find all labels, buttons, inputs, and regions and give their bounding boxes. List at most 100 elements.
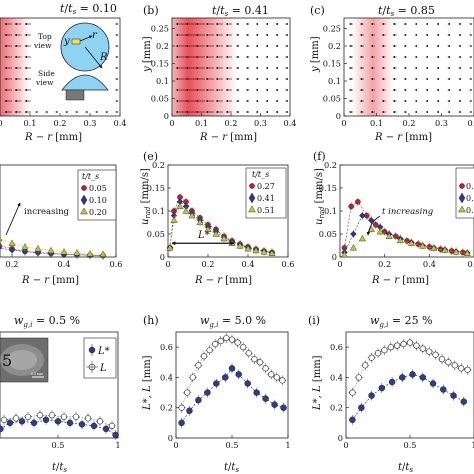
data-point-lstar	[409, 371, 416, 378]
y-tick-label: 0.4	[330, 372, 343, 382]
panel-f-annotation: t increasing	[382, 207, 434, 217]
data-point-l	[251, 356, 258, 363]
data-point-lstar	[358, 404, 365, 411]
data-point	[350, 230, 357, 238]
panel-a-arrows	[4, 22, 118, 114]
y-tick-label: 0.15	[147, 183, 165, 193]
data-point-l	[381, 347, 388, 354]
panel-c-yticks: 0 0.05 0.1 0.15 0.2 0.25	[323, 24, 347, 121]
panel-f-xlabel: R − r [mm]	[371, 275, 429, 286]
legend-e-marker-1	[249, 183, 255, 189]
data-point	[348, 203, 354, 210]
data-point-l	[195, 362, 202, 369]
data-point-l	[394, 342, 401, 349]
data-point	[252, 246, 260, 254]
window-marker	[71, 38, 81, 45]
panel-a: t/ts = 0.10 r R y Top view Side view 0 0.…	[0, 2, 127, 143]
data-point-l	[400, 341, 407, 348]
data-point-lstar	[419, 374, 427, 381]
x-tick-label: 0.4	[57, 259, 70, 269]
data-point-lstar	[42, 416, 50, 424]
y-tick-label: 0.05	[151, 94, 169, 104]
x-tick-label: 0.3	[83, 118, 96, 128]
panel-i-xlabel: t/ts	[398, 462, 413, 474]
legend-f-entry-2: 0.	[466, 194, 474, 203]
data-point	[73, 249, 81, 256]
data-point-l	[48, 412, 56, 419]
panel-f-label: (f)	[313, 150, 326, 163]
series-line	[0, 238, 104, 255]
data-point	[260, 248, 268, 255]
x-tick-label: 0.5	[51, 440, 64, 450]
data-point	[8, 239, 16, 246]
data-point-lstar	[235, 371, 242, 378]
y-tick-label: 0.15	[151, 59, 169, 69]
data-point-lstar	[213, 380, 220, 387]
panel-b-label: (b)	[143, 4, 159, 17]
legend-d-entry-1: 0.05	[89, 184, 107, 193]
data-point-l	[212, 341, 219, 348]
panel-i-series	[348, 337, 472, 425]
data-point	[99, 250, 107, 257]
data-point-l	[96, 418, 104, 425]
data-point	[220, 234, 228, 242]
panel-f-yticks: 0 0.05 0.1 0.15 0.2	[319, 160, 343, 262]
panel-i-xticks: 00.51	[343, 435, 474, 450]
panel-c-arrows	[348, 22, 472, 114]
panel-g-legend: L* L	[83, 337, 117, 379]
data-point-lstar	[195, 396, 202, 404]
data-point-lstar	[18, 418, 26, 425]
data-point-l	[374, 350, 382, 357]
legend-e-marker-3	[248, 205, 256, 213]
data-point-l	[413, 342, 420, 349]
panel-f-xticks: 0 0.2 0.4 0.6	[337, 254, 474, 269]
panel-b-xlabel: R − r [mm]	[199, 132, 257, 143]
panel-b: (b) t/ts = 0.41 0 0.05 0.1 0.15 0.2 0.25 0 0.1…	[142, 4, 297, 143]
data-point	[407, 239, 416, 246]
panel-g-series	[0, 410, 119, 440]
panel-b-xticks: 0 0.1 0.2 0.3 0.4	[169, 113, 297, 128]
x-tick-label: 0	[173, 440, 178, 450]
data-point-lstar	[186, 407, 193, 414]
data-point	[452, 248, 460, 255]
data-point-lstar	[368, 392, 375, 399]
panel-h-axes	[175, 331, 289, 439]
data-point-l	[432, 351, 439, 358]
panel-d-xlabel: R − r [mm]	[21, 275, 79, 286]
y-tick-label: 0.2	[160, 403, 173, 413]
data-point-l	[0, 416, 8, 423]
data-point-l	[419, 345, 426, 352]
x-tick-label: 0.5	[225, 440, 238, 450]
x-tick-label: 0	[337, 259, 342, 269]
data-point-l	[228, 336, 236, 343]
legend-d-marker-1	[81, 185, 87, 191]
y-tick-label: 0.15	[319, 183, 337, 193]
inset-y: y	[63, 36, 70, 47]
inset-side-label2: view	[35, 78, 54, 87]
panel-e-legend: t/t_s 0.27 0.41 0.51	[245, 167, 287, 219]
y-tick-label: 0.05	[147, 229, 165, 239]
panel-g-photo: 5 0.5 mm	[0, 337, 49, 383]
data-point-lstar	[440, 386, 447, 393]
y-tick-label: 0.1	[156, 76, 169, 86]
panel-d-xticks: 0.2 0.4 0.6	[5, 254, 123, 269]
data-point	[34, 245, 42, 252]
data-point-l	[458, 365, 465, 372]
panel-g-xlabel: t/ts	[52, 462, 67, 474]
y-tick-label: 0.2	[152, 160, 165, 170]
panel-h-xticks: 0 0.5 1	[173, 435, 291, 450]
y-tick-label: 0.6	[160, 342, 173, 352]
data-point-l	[223, 334, 230, 342]
side-view-drop	[61, 74, 109, 91]
y-tick-label: 0.2	[328, 41, 341, 51]
legend-f-marker-1	[459, 183, 465, 189]
legend-e-entry-3: 0.51	[257, 206, 275, 215]
data-point	[355, 198, 361, 205]
data-point-lstar	[178, 419, 185, 427]
panel-d-legend: t/t_s 0.05 0.10 0.20	[77, 169, 117, 221]
panel-i-label: (i)	[308, 314, 320, 327]
y-tick-label: 0.2	[324, 160, 337, 170]
legend-f-marker-2	[458, 192, 466, 204]
x-tick-label: 0.1	[370, 118, 383, 128]
